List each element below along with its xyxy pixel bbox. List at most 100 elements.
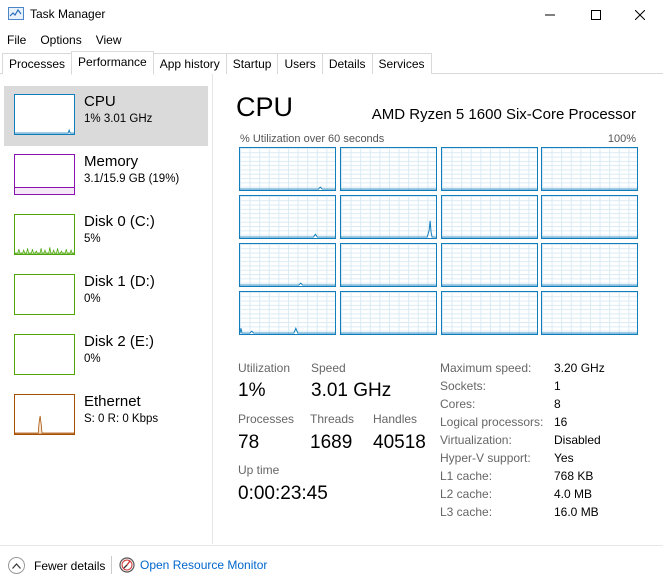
resource-detail: 3.1/15.9 GB (19%) (84, 173, 180, 185)
resource-item-memory[interactable]: Memory 3.1/15.9 GB (19%) (4, 146, 208, 206)
spec-key: Maximum speed: (440, 361, 532, 375)
spec-key: Virtualization: (440, 433, 512, 447)
utilization-value: 1% (238, 380, 266, 401)
menu-view[interactable]: View (95, 33, 122, 47)
tab-startup[interactable]: Startup (225, 53, 279, 74)
core-graph-14 (441, 291, 538, 335)
handles-value: 40518 (373, 432, 426, 453)
resource-name: Ethernet (84, 393, 141, 410)
spec-key: Logical processors: (440, 415, 544, 429)
page-title: CPU (236, 92, 294, 122)
resource-detail: S: 0 R: 0 Kbps (84, 413, 159, 425)
threads-label: Threads (310, 412, 355, 426)
minimize-button[interactable] (527, 0, 573, 30)
processes-label: Processes (238, 412, 295, 426)
memory-fill (15, 186, 74, 194)
resource-detail: 1% 3.01 GHz (84, 113, 153, 125)
resource-list: CPU 1% 3.01 GHz Memory 3.1/15.9 GB (19%)… (0, 74, 213, 544)
processor-model: AMD Ryzen 5 1600 Six-Core Processor (371, 106, 636, 123)
spec-value: 1 (554, 379, 561, 393)
processes-value: 78 (238, 432, 260, 453)
tab-performance[interactable]: Performance (71, 51, 154, 75)
core-graph-12 (239, 291, 336, 335)
task-manager-icon (8, 7, 24, 20)
minimize-icon (545, 14, 555, 16)
cpu-mini-graph (14, 94, 75, 135)
memory-mini-graph (14, 154, 75, 195)
threads-value: 1689 (310, 432, 353, 453)
footer-separator (111, 556, 112, 574)
resource-name: Disk 2 (E:) (84, 333, 155, 350)
resource-item-disk2[interactable]: Disk 2 (E:) 0% (4, 326, 208, 386)
handles-label: Handles (373, 412, 418, 426)
core-graph-0 (239, 147, 336, 191)
spec-value: 16 (554, 415, 568, 429)
open-resource-monitor-label: Open Resource Monitor (140, 558, 268, 572)
footer-divider (0, 545, 663, 546)
open-resource-monitor-link[interactable]: Open Resource Monitor (119, 557, 267, 573)
spec-value: 8 (554, 397, 561, 411)
spec-value: Yes (554, 451, 574, 465)
disk2-mini-graph (14, 334, 75, 375)
core-graph-6 (441, 195, 538, 239)
spec-key: L3 cache: (440, 505, 493, 519)
menu-bar: File Options View (0, 30, 129, 50)
fewer-details-button[interactable]: Fewer details (8, 557, 105, 574)
spec-value: 16.0 MB (554, 505, 599, 519)
window-title: Task Manager (30, 7, 106, 21)
tab-users[interactable]: Users (277, 53, 323, 74)
core-graph-9 (340, 243, 437, 287)
resource-item-ethernet[interactable]: Ethernet S: 0 R: 0 Kbps (4, 386, 208, 446)
uptime-label: Up time (238, 463, 280, 477)
spec-key: Sockets: (440, 379, 487, 393)
speed-label: Speed (311, 361, 346, 375)
resource-name: CPU (84, 93, 116, 110)
uptime-value: 0:00:23:45 (238, 483, 328, 504)
tab-app-history[interactable]: App history (152, 53, 227, 74)
resource-item-disk1[interactable]: Disk 1 (D:) 0% (4, 266, 208, 326)
resource-name: Disk 0 (C:) (84, 213, 155, 230)
core-graph-13 (340, 291, 437, 335)
core-graph-10 (441, 243, 538, 287)
chevron-up-icon (8, 557, 25, 574)
tab-details[interactable]: Details (321, 53, 373, 74)
title-bar: Task Manager (0, 0, 663, 30)
menu-file[interactable]: File (7, 33, 27, 47)
core-graph-11 (541, 243, 638, 287)
spec-value: Disabled (554, 433, 601, 447)
spec-key: Hyper-V support: (440, 451, 531, 465)
spec-key: L2 cache: (440, 487, 493, 501)
tab-processes[interactable]: Processes (2, 53, 73, 74)
ethernet-mini-graph (14, 394, 75, 435)
resource-detail: 5% (84, 233, 101, 245)
maximize-icon (591, 10, 601, 20)
core-graph-15 (541, 291, 638, 335)
spec-value: 768 KB (554, 469, 594, 483)
tab-services[interactable]: Services (371, 53, 432, 74)
resource-item-cpu[interactable]: CPU 1% 3.01 GHz (4, 86, 208, 146)
core-graph-4 (239, 195, 336, 239)
resource-monitor-icon (119, 557, 135, 573)
graph-max-label: 100% (607, 133, 636, 145)
spec-key: L1 cache: (440, 469, 493, 483)
fewer-details-label: Fewer details (34, 558, 106, 573)
resource-detail: 0% (84, 353, 101, 365)
resource-name: Memory (84, 153, 139, 170)
resource-item-disk0[interactable]: Disk 0 (C:) 5% (4, 206, 208, 266)
graph-caption: % Utilization over 60 seconds (240, 133, 385, 145)
utilization-label: Utilization (238, 361, 291, 375)
tab-strip: Processes Performance App history Startu… (2, 51, 432, 75)
disk1-mini-graph (14, 274, 75, 315)
spec-value: 4.0 MB (554, 487, 593, 501)
core-graph-1 (340, 147, 437, 191)
speed-value: 3.01 GHz (311, 380, 392, 401)
logical-processor-graphs (239, 147, 638, 336)
maximize-button[interactable] (573, 0, 619, 30)
close-button[interactable] (617, 0, 663, 30)
spec-value: 3.20 GHz (554, 361, 605, 375)
core-graph-5 (340, 195, 437, 239)
core-graph-7 (541, 195, 638, 239)
menu-options[interactable]: Options (40, 33, 82, 47)
spec-key: Cores: (440, 397, 476, 411)
core-graph-3 (541, 147, 638, 191)
